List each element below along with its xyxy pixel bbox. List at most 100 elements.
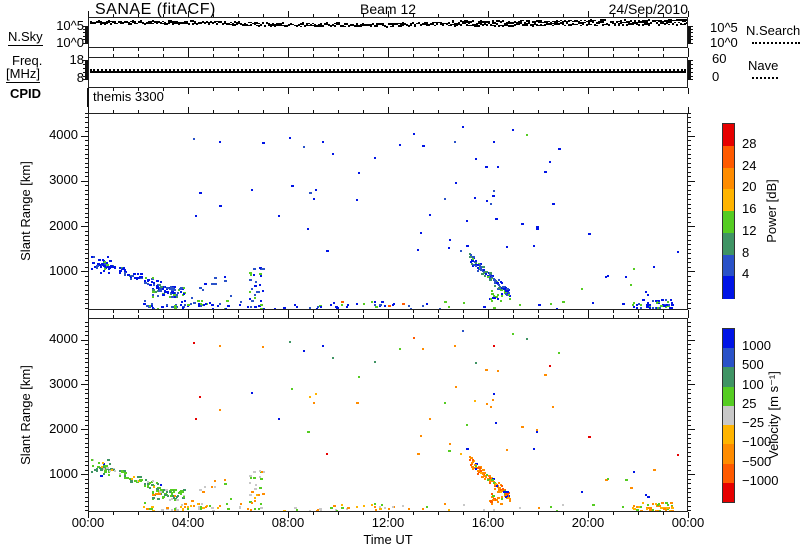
echo-point — [107, 256, 110, 259]
echo-point — [160, 483, 163, 486]
echo-point — [136, 480, 138, 483]
noise-dot — [560, 22, 562, 25]
x-tick — [162, 14, 164, 17]
echo-point — [490, 202, 493, 205]
noise-dot — [484, 23, 486, 26]
echo-point — [666, 304, 669, 307]
echo-point — [104, 267, 107, 270]
noise-dot — [504, 24, 506, 26]
noise-dot — [148, 20, 150, 23]
y-tick — [688, 330, 691, 332]
echo-point — [106, 467, 109, 469]
y-tick — [83, 42, 88, 44]
echo-point — [186, 304, 189, 307]
y-tick — [688, 266, 691, 268]
echo-point — [473, 264, 475, 267]
x-tick — [337, 110, 339, 113]
x-tick — [562, 54, 564, 57]
y-tick — [85, 248, 88, 250]
echo-point — [659, 509, 662, 511]
echo-point — [102, 463, 105, 466]
echo-point — [153, 485, 156, 488]
noise-dot — [370, 25, 372, 28]
x-tick — [337, 512, 339, 515]
echo-point — [155, 287, 159, 289]
noise-dot — [354, 25, 356, 28]
echo-point — [676, 454, 679, 457]
x-tick — [612, 54, 614, 57]
x-tick — [212, 512, 214, 515]
echo-point — [326, 453, 329, 456]
echo-point — [259, 300, 262, 303]
noise-dot — [648, 19, 650, 21]
noise-dot — [390, 25, 392, 28]
y-tick — [688, 362, 691, 363]
echo-point — [170, 287, 174, 290]
noise-dot — [640, 20, 642, 23]
noise-dot — [646, 23, 648, 25]
echo-point — [651, 509, 654, 511]
echo-point — [429, 214, 431, 217]
echo-point — [181, 503, 184, 506]
echo-point — [199, 286, 203, 289]
echo-point — [641, 299, 645, 302]
echo-point — [671, 304, 675, 307]
y-tick — [688, 69, 691, 71]
echo-point — [159, 491, 163, 494]
echo-point — [462, 301, 465, 304]
echo-point — [484, 478, 487, 480]
echo-point — [562, 503, 565, 506]
echo-point — [197, 505, 200, 508]
echo-point — [670, 501, 674, 504]
x-tick — [387, 51, 389, 57]
echo-point — [92, 262, 96, 265]
echo-point — [604, 478, 608, 481]
echo-point — [636, 509, 639, 511]
x-tick — [412, 512, 414, 515]
y-tick — [688, 38, 691, 40]
echo-point — [407, 305, 410, 307]
noise-dot — [644, 20, 646, 22]
noise-dot — [516, 23, 518, 26]
echo-point — [500, 293, 503, 296]
noise-dot — [680, 23, 682, 25]
echo-point — [248, 493, 252, 496]
echo-point — [135, 278, 138, 281]
echo-point — [229, 498, 232, 501]
x-tick — [312, 110, 314, 113]
echo-point — [470, 466, 474, 469]
noise-dot — [326, 22, 328, 24]
noise-dot — [170, 21, 172, 23]
echo-point — [663, 507, 667, 510]
noise-dot — [146, 21, 148, 24]
echo-point — [444, 401, 447, 404]
noise-dot — [546, 20, 548, 23]
echo-point — [550, 505, 553, 508]
noise-dot — [270, 25, 272, 27]
y-tick — [83, 60, 88, 62]
echo-point — [248, 279, 252, 281]
colorbar-segment — [723, 276, 734, 299]
echo-point — [429, 417, 431, 420]
noise-panel — [88, 17, 688, 48]
echo-point — [622, 303, 626, 305]
noise-dot — [548, 20, 550, 23]
echo-point — [183, 489, 187, 492]
noise-dot — [240, 23, 242, 25]
echo-point — [121, 268, 124, 270]
noise-dot — [686, 19, 687, 21]
x-tick — [437, 14, 439, 17]
echo-point — [170, 488, 173, 491]
y-tick — [688, 135, 695, 137]
noise-dot — [280, 24, 282, 26]
noise-dot — [440, 23, 442, 25]
x-tick — [137, 310, 139, 313]
echo-point — [256, 290, 258, 293]
echo-point — [373, 506, 376, 509]
echo-point — [124, 269, 127, 272]
x-tick — [662, 14, 664, 17]
x-tick — [662, 48, 664, 51]
y-tick — [85, 492, 88, 494]
noise-dot — [160, 22, 162, 25]
y-tick — [85, 362, 88, 363]
